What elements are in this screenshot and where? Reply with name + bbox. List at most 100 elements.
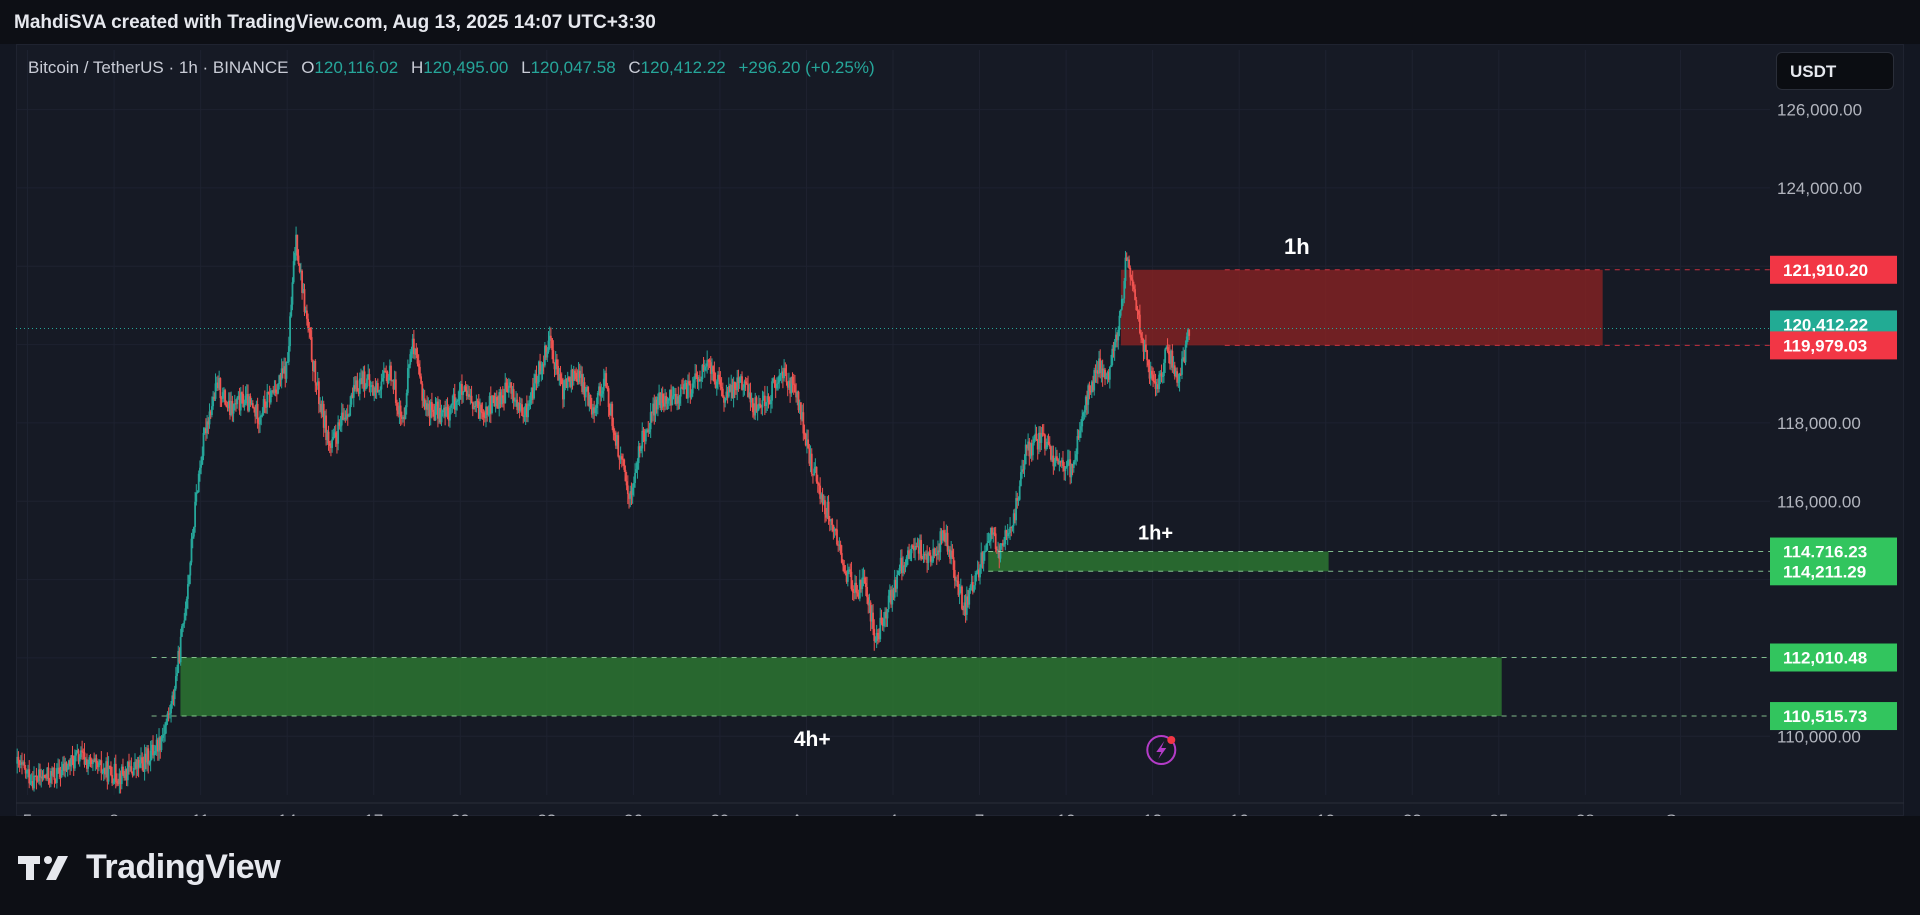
candle-body (634, 472, 636, 484)
candle (1082, 411, 1085, 421)
candle-body (718, 374, 721, 380)
candle-body (414, 348, 416, 355)
candle (489, 386, 492, 424)
candle (170, 701, 172, 723)
candle (569, 376, 572, 389)
candle (885, 607, 888, 627)
candle (851, 580, 854, 601)
candle (422, 388, 425, 407)
candle-body (872, 612, 874, 629)
candle (140, 747, 142, 769)
candle (144, 747, 147, 770)
currency-button[interactable]: USDT (1776, 52, 1894, 90)
candle-body (903, 565, 906, 567)
flash-icon[interactable] (1146, 735, 1177, 765)
candle (542, 355, 545, 375)
candle (593, 400, 596, 423)
candle-body (98, 762, 100, 768)
candle-body (477, 401, 480, 419)
candle-body (1042, 433, 1045, 435)
candle (781, 367, 784, 389)
price-tag: 121,910.20 (1770, 255, 1897, 284)
candle (350, 392, 353, 408)
candle-body (976, 569, 979, 573)
tradingview-logo[interactable]: TradingView (18, 848, 281, 887)
candle (326, 429, 329, 445)
candle-body (247, 394, 249, 411)
candle-body (694, 373, 697, 380)
candle-body (418, 366, 421, 377)
candle-body (952, 557, 955, 570)
candle (346, 404, 349, 426)
candle (231, 395, 234, 422)
candle (1018, 480, 1021, 501)
candle (320, 400, 323, 419)
candle (586, 384, 588, 392)
candle (434, 396, 437, 421)
candle-body (1165, 347, 1168, 350)
candle (1052, 445, 1055, 475)
candle (563, 379, 566, 407)
candle (1068, 449, 1070, 466)
candle (947, 545, 950, 557)
candle-body (468, 394, 471, 397)
candle (614, 430, 617, 449)
candle (893, 569, 896, 601)
candle (931, 556, 933, 566)
candle (778, 369, 781, 389)
candle-body (714, 381, 717, 388)
candle-body (1111, 348, 1114, 365)
candle (1183, 349, 1186, 364)
candle (582, 373, 585, 395)
candle (929, 549, 932, 567)
candle (598, 383, 600, 396)
candle (274, 380, 277, 397)
candle (660, 388, 663, 412)
candle-body (666, 400, 669, 404)
candle (61, 756, 64, 776)
candle-body (803, 433, 806, 435)
candle-body (1134, 289, 1136, 301)
candle (285, 361, 288, 383)
candle (449, 405, 451, 428)
candle (1009, 517, 1011, 540)
candle-body (878, 634, 880, 640)
candle-body (70, 755, 73, 767)
candle-body (382, 370, 385, 379)
candle (997, 541, 999, 558)
candle (519, 397, 522, 413)
candle (206, 415, 209, 439)
candle-body (761, 400, 764, 408)
candle (681, 379, 683, 389)
candle-body (1176, 371, 1179, 383)
candle-body (1080, 426, 1082, 431)
candle (262, 395, 265, 416)
candle-body (612, 426, 615, 433)
candle-body (1095, 370, 1098, 374)
candle (916, 537, 919, 548)
candle (732, 376, 735, 408)
candle-body (126, 761, 129, 781)
symbol-name[interactable]: Bitcoin / TetherUS · 1h · BINANCE (28, 58, 289, 77)
candle-body (17, 756, 20, 761)
candle-body (736, 377, 739, 391)
candle (1038, 426, 1040, 455)
candle (899, 549, 902, 574)
zones (180, 269, 1603, 717)
candle (379, 386, 382, 399)
candle (1004, 525, 1007, 551)
open-label: O (301, 58, 315, 77)
candle-body (154, 751, 157, 754)
candle-body (913, 547, 915, 551)
candle-body (367, 374, 370, 379)
candle (415, 343, 418, 359)
candle (780, 365, 783, 384)
candle-body (922, 553, 925, 559)
candle (683, 380, 686, 395)
candle (1086, 390, 1088, 415)
candle (767, 393, 770, 409)
candle (784, 362, 787, 377)
candle (482, 409, 485, 426)
candle-body (547, 340, 550, 352)
